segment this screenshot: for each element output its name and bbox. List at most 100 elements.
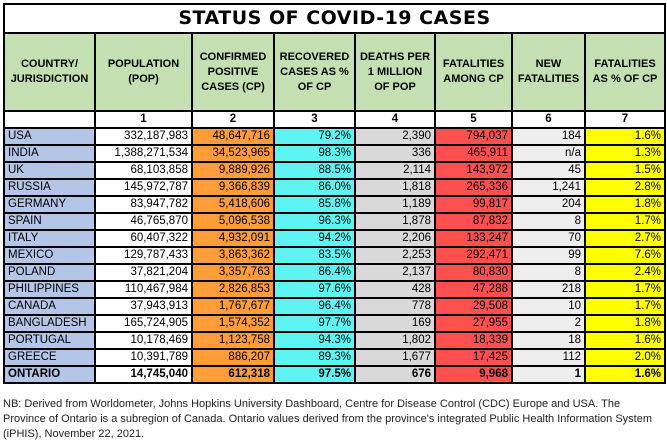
value-cell: 1,677 <box>354 348 436 367</box>
value-cell: 10,178,469 <box>94 331 193 350</box>
value-cell: 97.5% <box>273 365 356 384</box>
country-cell: RUSSIA <box>3 178 96 197</box>
table-row: GERMANY 83,947,782 5,418,606 85.8% 1,189 99,8… <box>3 195 667 214</box>
table-row: SPAIN 46,765,870 5,096,538 96.3% 1,878 87,832… <box>3 212 667 231</box>
value-cell: 336 <box>354 144 436 163</box>
column-header: FATALITIES AS % OF CP <box>583 32 667 112</box>
value-cell: 8 <box>511 212 586 231</box>
value-cell: 79.2% <box>273 127 356 146</box>
value-cell: 218 <box>511 280 586 299</box>
value-cell: 96.4% <box>273 297 356 316</box>
country-cell: GERMANY <box>3 195 96 214</box>
value-cell: 2,826,853 <box>191 280 275 299</box>
value-cell: 2.0% <box>583 348 667 367</box>
value-cell: 48,647,716 <box>191 127 275 146</box>
column-number: 7 <box>583 110 667 129</box>
value-cell: 27,955 <box>434 314 513 333</box>
value-cell: 2,114 <box>354 161 436 180</box>
value-cell: 17,425 <box>434 348 513 367</box>
table-row: ONTARIO 14,745,040 612,318 97.5% 676 9,968 1 1.… <box>3 365 667 384</box>
value-cell: 778 <box>354 297 436 316</box>
value-cell: 10,391,789 <box>94 348 193 367</box>
value-cell: 4,932,091 <box>191 229 275 248</box>
value-cell: 1.7% <box>583 212 667 231</box>
country-cell: MEXICO <box>3 246 96 265</box>
country-cell: CANADA <box>3 297 96 316</box>
value-cell: 86.4% <box>273 263 356 282</box>
column-header: CONFIRMED POSITIVE CASES (CP) <box>191 32 275 112</box>
country-cell: POLAND <box>3 263 96 282</box>
covid-status-table: STATUS OF COVID-19 CASES COUNTRY/ JURISD… <box>2 3 667 384</box>
table-row: POLAND 37,821,204 3,357,763 86.4% 2,137 80,83… <box>3 263 667 282</box>
value-cell: 14,745,040 <box>94 365 193 384</box>
value-cell: 99,817 <box>434 195 513 214</box>
value-cell: 129,787,433 <box>94 246 193 265</box>
table-row: MEXICO 129,787,433 3,863,362 83.5% 2,253 292,… <box>3 246 667 265</box>
value-cell: 1.6% <box>583 365 667 384</box>
value-cell: 85.8% <box>273 195 356 214</box>
value-cell: 612,318 <box>191 365 275 384</box>
value-cell: 292,471 <box>434 246 513 265</box>
country-cell: ITALY <box>3 229 96 248</box>
value-cell: 112 <box>511 348 586 367</box>
value-cell: 7.6% <box>583 246 667 265</box>
column-header: POPULATION (POP) <box>94 32 193 112</box>
country-cell: UK <box>3 161 96 180</box>
value-cell: 2.7% <box>583 229 667 248</box>
value-cell: 3,357,763 <box>191 263 275 282</box>
value-cell: 89.3% <box>273 348 356 367</box>
value-cell: 169 <box>354 314 436 333</box>
table-row: RUSSIA 145,972,787 9,366,839 86.0% 1,818 265,… <box>3 178 667 197</box>
value-cell: 98.3% <box>273 144 356 163</box>
table-row: USA 332,187,983 48,647,716 79.2% 2,390 794,03… <box>3 127 667 146</box>
value-cell: 204 <box>511 195 586 214</box>
value-cell: 18 <box>511 331 586 350</box>
country-cell: USA <box>3 127 96 146</box>
value-cell: 94.2% <box>273 229 356 248</box>
value-cell: 1,574,352 <box>191 314 275 333</box>
value-cell: 86.0% <box>273 178 356 197</box>
value-cell: 676 <box>354 365 436 384</box>
country-cell: ONTARIO <box>3 365 96 384</box>
value-cell: 2,206 <box>354 229 436 248</box>
value-cell: 96.3% <box>273 212 356 231</box>
column-number <box>3 110 96 129</box>
value-cell: 47,288 <box>434 280 513 299</box>
value-cell: 9,366,839 <box>191 178 275 197</box>
column-number: 4 <box>354 110 436 129</box>
covid-status-table-container: STATUS OF COVID-19 CASES COUNTRY/ JURISD… <box>2 3 667 384</box>
column-number: 5 <box>434 110 513 129</box>
column-number: 2 <box>191 110 275 129</box>
table-row: PORTUGAL 10,178,469 1,123,758 94.3% 1,802 18,… <box>3 331 667 350</box>
footnote: NB: Derived from Worldometer, Johns Hopk… <box>3 398 652 440</box>
value-cell: 1,241 <box>511 178 586 197</box>
value-cell: 2.8% <box>583 178 667 197</box>
value-cell: 2,137 <box>354 263 436 282</box>
column-number: 3 <box>273 110 356 129</box>
value-cell: 465,911 <box>434 144 513 163</box>
value-cell: 18,339 <box>434 331 513 350</box>
value-cell: 332,187,983 <box>94 127 193 146</box>
value-cell: 83,947,782 <box>94 195 193 214</box>
table-title: STATUS OF COVID-19 CASES <box>2 3 667 34</box>
value-cell: 1,123,758 <box>191 331 275 350</box>
value-cell: 94.3% <box>273 331 356 350</box>
value-cell: 184 <box>511 127 586 146</box>
value-cell: 428 <box>354 280 436 299</box>
value-cell: 10 <box>511 297 586 316</box>
value-cell: 83.5% <box>273 246 356 265</box>
value-cell: 3,863,362 <box>191 246 275 265</box>
value-cell: 1.5% <box>583 161 667 180</box>
country-cell: BANGLADESH <box>3 314 96 333</box>
country-cell: SPAIN <box>3 212 96 231</box>
column-number: 1 <box>94 110 193 129</box>
column-header: NEW FATALITIES <box>511 32 586 112</box>
value-cell: 29,508 <box>434 297 513 316</box>
value-cell: 110,467,984 <box>94 280 193 299</box>
value-cell: 133,247 <box>434 229 513 248</box>
table-row: INDIA 1,388,271,534 34,523,965 98.3% 336 465,… <box>3 144 667 163</box>
value-cell: 1.6% <box>583 331 667 350</box>
value-cell: 99 <box>511 246 586 265</box>
country-cell: PORTUGAL <box>3 331 96 350</box>
value-cell: 143,972 <box>434 161 513 180</box>
